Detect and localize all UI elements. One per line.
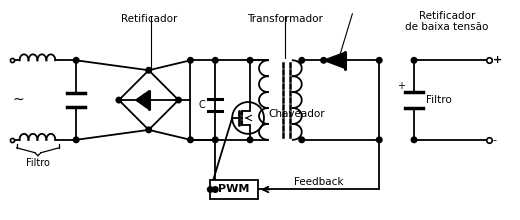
Text: Transformador: Transformador	[247, 14, 323, 24]
Text: Filtro: Filtro	[426, 95, 452, 105]
Text: Filtro: Filtro	[26, 158, 50, 168]
Circle shape	[213, 58, 218, 63]
Text: Feedback: Feedback	[294, 176, 343, 187]
Circle shape	[376, 137, 382, 143]
Circle shape	[411, 58, 417, 63]
Text: Retificador: Retificador	[121, 14, 177, 24]
Circle shape	[376, 58, 382, 63]
Circle shape	[146, 68, 151, 73]
Circle shape	[213, 137, 218, 143]
Circle shape	[248, 137, 253, 143]
Text: +: +	[397, 81, 405, 91]
Text: C: C	[199, 100, 205, 110]
Polygon shape	[323, 52, 345, 68]
Circle shape	[207, 187, 213, 192]
Text: -: -	[492, 135, 497, 145]
Circle shape	[146, 127, 151, 133]
Circle shape	[176, 97, 181, 103]
Text: +: +	[492, 55, 502, 65]
Circle shape	[321, 58, 327, 63]
Circle shape	[188, 137, 193, 143]
Text: ~: ~	[12, 93, 24, 107]
Polygon shape	[136, 91, 149, 109]
Circle shape	[73, 58, 79, 63]
Circle shape	[188, 58, 193, 63]
Circle shape	[411, 137, 417, 143]
Text: Retificador
de baixa tensão: Retificador de baixa tensão	[405, 11, 488, 32]
Circle shape	[213, 187, 218, 192]
FancyBboxPatch shape	[210, 180, 258, 200]
Text: PWM: PWM	[218, 185, 250, 194]
Circle shape	[299, 58, 305, 63]
Circle shape	[116, 97, 122, 103]
Circle shape	[73, 137, 79, 143]
Text: Chaveador: Chaveador	[268, 109, 324, 119]
Circle shape	[299, 137, 305, 143]
Circle shape	[248, 58, 253, 63]
